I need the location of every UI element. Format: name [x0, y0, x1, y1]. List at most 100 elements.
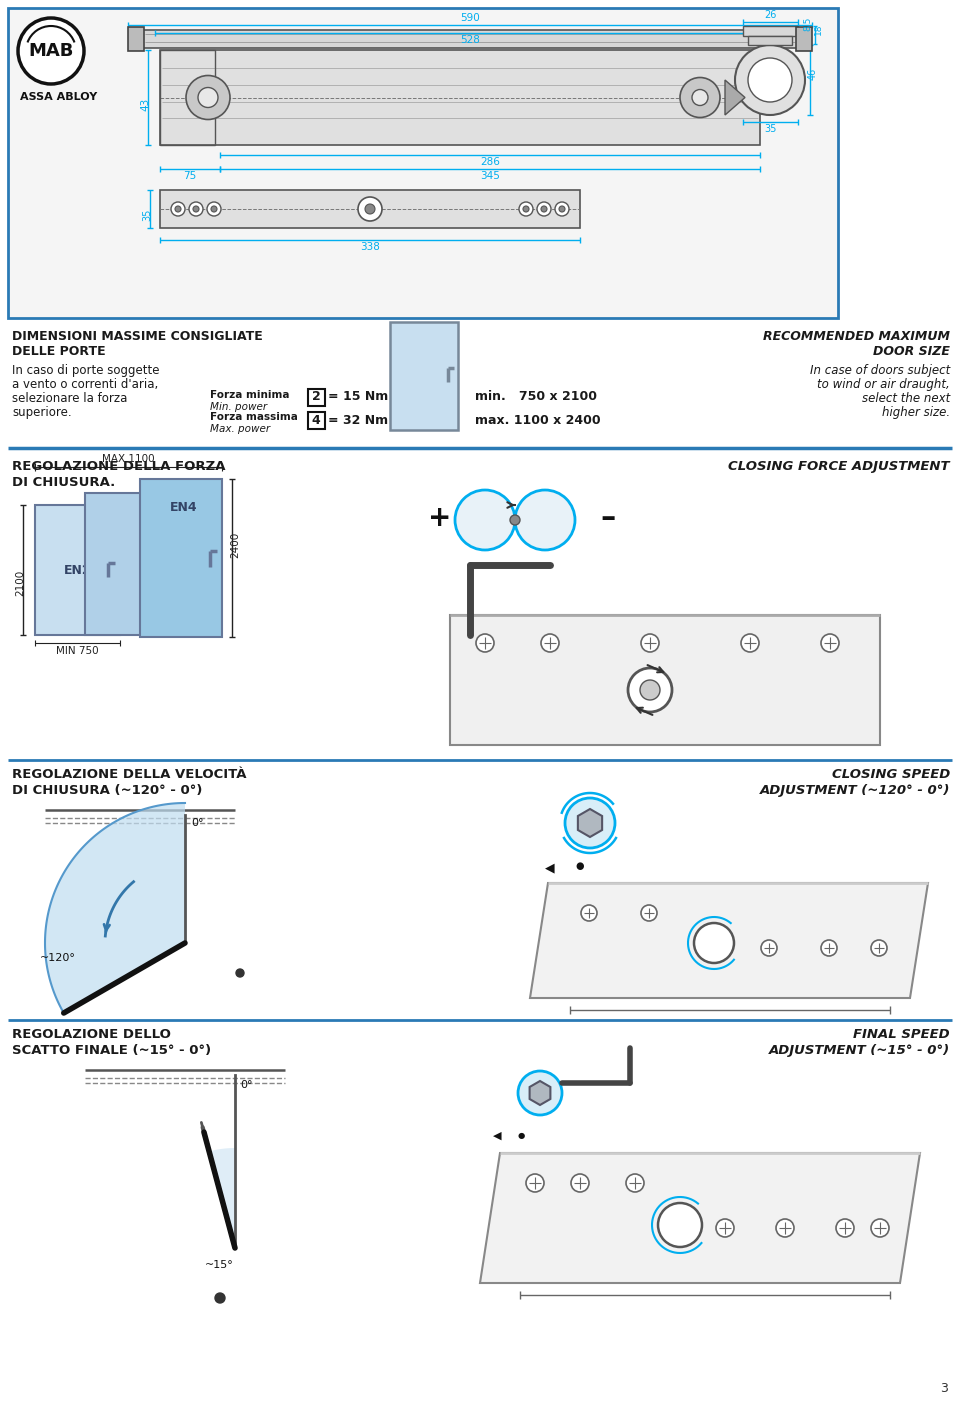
Text: DOOR SIZE: DOOR SIZE — [874, 344, 950, 359]
Text: max. 1100 x 2400: max. 1100 x 2400 — [475, 413, 601, 426]
Circle shape — [626, 1174, 644, 1192]
Circle shape — [189, 202, 203, 217]
Text: ASSA ABLOY: ASSA ABLOY — [20, 91, 97, 103]
Text: ADJUSTMENT (~120° - 0°): ADJUSTMENT (~120° - 0°) — [759, 785, 950, 797]
Circle shape — [186, 76, 230, 120]
Bar — [35, 505, 120, 636]
Circle shape — [571, 1174, 589, 1192]
Text: REGOLAZIONE DELLA FORZA: REGOLAZIONE DELLA FORZA — [12, 460, 226, 472]
Text: Forza massima: Forza massima — [210, 412, 298, 422]
Text: 528: 528 — [460, 35, 480, 45]
Circle shape — [716, 1219, 734, 1237]
Text: FINAL SPEED: FINAL SPEED — [853, 1028, 950, 1040]
Circle shape — [871, 1219, 889, 1237]
Polygon shape — [725, 80, 745, 115]
Circle shape — [559, 207, 565, 212]
Bar — [140, 479, 222, 637]
Text: 2: 2 — [312, 391, 321, 404]
Circle shape — [641, 905, 657, 921]
Text: a vento o correnti d'aria,: a vento o correnti d'aria, — [12, 378, 158, 391]
Text: DELLE PORTE: DELLE PORTE — [12, 344, 106, 359]
Text: EN4: EN4 — [170, 501, 198, 515]
Text: 4: 4 — [312, 413, 321, 426]
Circle shape — [658, 1204, 702, 1247]
Text: = 32 Nm: = 32 Nm — [328, 413, 388, 426]
Bar — [390, 322, 458, 430]
Circle shape — [776, 1219, 794, 1237]
Text: higher size.: higher size. — [882, 406, 950, 419]
Circle shape — [455, 491, 515, 550]
Text: In caso di porte soggette: In caso di porte soggette — [12, 364, 159, 377]
Circle shape — [565, 799, 615, 848]
Bar — [308, 389, 325, 406]
Circle shape — [537, 202, 551, 217]
Polygon shape — [45, 803, 185, 1012]
Circle shape — [211, 207, 217, 212]
Circle shape — [365, 204, 375, 214]
Circle shape — [871, 941, 887, 956]
Circle shape — [735, 45, 805, 115]
Text: DI CHIUSURA (~120° - 0°): DI CHIUSURA (~120° - 0°) — [12, 785, 203, 797]
Bar — [128, 27, 144, 51]
Text: Forza minima: Forza minima — [210, 389, 290, 399]
Text: 8.5: 8.5 — [804, 17, 812, 31]
Circle shape — [198, 87, 218, 107]
Text: ◀: ◀ — [545, 860, 555, 875]
Bar — [308, 412, 325, 429]
Text: 75: 75 — [183, 172, 197, 181]
Circle shape — [18, 18, 84, 84]
Text: ●: ● — [575, 860, 584, 870]
Text: 26: 26 — [764, 10, 777, 20]
Polygon shape — [530, 1081, 550, 1105]
Text: Min. power: Min. power — [210, 402, 267, 412]
Circle shape — [476, 634, 494, 652]
Text: 345: 345 — [480, 172, 500, 181]
Circle shape — [518, 1071, 562, 1115]
Text: superiore.: superiore. — [12, 406, 72, 419]
Circle shape — [510, 515, 520, 524]
Text: +: + — [428, 503, 452, 531]
Circle shape — [515, 491, 575, 550]
Circle shape — [748, 58, 792, 103]
Circle shape — [628, 668, 672, 711]
Bar — [748, 37, 792, 45]
Text: 0°: 0° — [191, 818, 204, 828]
Text: Max. power: Max. power — [210, 425, 270, 434]
Bar — [85, 494, 165, 636]
Bar — [140, 30, 800, 48]
Text: CLOSING SPEED: CLOSING SPEED — [831, 768, 950, 780]
Text: SCATTO FINALE (~15° - 0°): SCATTO FINALE (~15° - 0°) — [12, 1045, 211, 1057]
Circle shape — [821, 941, 837, 956]
Text: MAB: MAB — [28, 42, 74, 60]
Circle shape — [641, 634, 659, 652]
Circle shape — [541, 634, 559, 652]
Text: 286: 286 — [480, 157, 500, 167]
Text: ~15°: ~15° — [205, 1260, 233, 1270]
Text: MIN 750: MIN 750 — [57, 645, 99, 657]
Circle shape — [215, 1294, 225, 1303]
Text: DIMENSIONI MASSIME CONSIGLIATE: DIMENSIONI MASSIME CONSIGLIATE — [12, 330, 263, 343]
Text: to wind or air draught,: to wind or air draught, — [817, 378, 950, 391]
Text: REGOLAZIONE DELLO: REGOLAZIONE DELLO — [12, 1028, 171, 1040]
Circle shape — [694, 922, 734, 963]
Text: 590: 590 — [460, 13, 480, 22]
Circle shape — [821, 634, 839, 652]
Polygon shape — [480, 1153, 920, 1284]
Text: 2400: 2400 — [230, 531, 240, 558]
Text: min.   750 x 2100: min. 750 x 2100 — [475, 391, 597, 404]
Bar — [8, 8, 838, 318]
Text: selezionare la forza: selezionare la forza — [12, 392, 128, 405]
Circle shape — [523, 207, 529, 212]
Text: 46: 46 — [808, 67, 818, 80]
Circle shape — [171, 202, 185, 217]
Circle shape — [581, 905, 597, 921]
Text: 3: 3 — [940, 1382, 948, 1395]
Bar — [160, 190, 580, 228]
Text: –: – — [600, 503, 615, 533]
Text: ●: ● — [518, 1130, 525, 1140]
Bar — [796, 27, 812, 51]
Text: 338: 338 — [360, 242, 380, 252]
Text: 0°: 0° — [240, 1080, 252, 1090]
Text: = 15 Nm: = 15 Nm — [328, 391, 388, 404]
Circle shape — [761, 941, 777, 956]
